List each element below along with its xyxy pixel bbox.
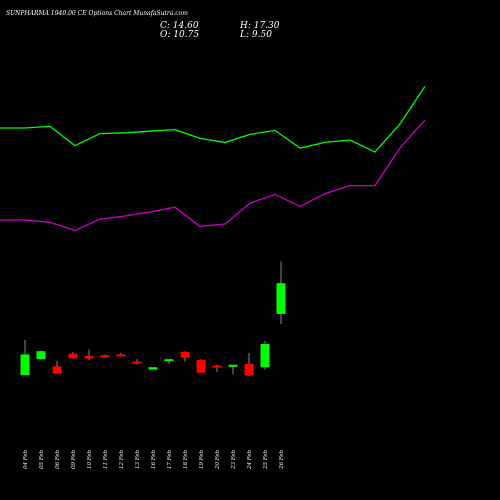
candle-body — [260, 344, 270, 368]
lower-band-line — [0, 119, 426, 232]
candles — [20, 261, 286, 376]
x-tick-label: 06 Feb — [55, 450, 61, 470]
x-tick-label: 24 Feb — [247, 450, 253, 471]
candle-body — [132, 361, 142, 364]
candle-body — [196, 360, 206, 373]
open-label: O: — [160, 30, 171, 40]
candle — [244, 352, 254, 376]
x-axis-labels: 04 Feb 05 Feb 06 Feb 09 Feb 10 Feb 11 Feb 12 F… — [23, 450, 285, 471]
candle — [212, 364, 222, 372]
candle-body — [68, 353, 78, 359]
candle-body — [20, 354, 30, 376]
x-tick-label: 10 Feb — [87, 450, 93, 470]
x-tick-label: 16 Feb — [151, 450, 157, 470]
close-value: 14.60 — [172, 21, 199, 31]
candle-body — [228, 364, 238, 367]
x-tick-label: 09 Feb — [71, 450, 77, 470]
candle — [68, 352, 78, 359]
candle — [164, 359, 174, 364]
open-value: 10.75 — [173, 30, 200, 40]
x-tick-label: 19 Feb — [199, 450, 205, 470]
chart-title: SUNPHARMA 1940.00 CE Options Chart Munaf… — [6, 10, 188, 17]
candle — [20, 340, 30, 376]
x-tick-label: 20 Feb — [215, 450, 221, 471]
candle — [116, 352, 126, 357]
candle — [36, 350, 46, 360]
x-tick-label: 17 Feb — [167, 450, 173, 470]
candle-body — [276, 283, 286, 314]
upper-band-line — [0, 86, 426, 153]
candle — [228, 364, 238, 375]
x-tick-label: 05 Feb — [39, 450, 45, 470]
low-readout: L: 9.50 — [240, 30, 272, 40]
candle-body — [84, 356, 94, 359]
candle — [260, 340, 270, 370]
candle — [52, 360, 62, 374]
band-lines — [0, 86, 426, 232]
candle-body — [116, 354, 126, 357]
candle-body — [244, 364, 254, 376]
candle — [100, 354, 110, 358]
candle-body — [52, 366, 62, 374]
low-value: 9.50 — [251, 30, 272, 40]
x-tick-label: 04 Feb — [23, 450, 29, 470]
candle — [132, 359, 142, 365]
x-tick-label: 11 Feb — [103, 450, 109, 470]
candle-body — [212, 365, 222, 368]
candle-body — [100, 355, 110, 358]
candle-body — [164, 359, 174, 362]
open-readout: O: 10.75 — [160, 30, 199, 40]
candle — [84, 349, 94, 360]
candle — [180, 351, 190, 362]
close-label: C: — [160, 21, 170, 31]
close-readout: C: 14.60 — [160, 21, 199, 31]
candle — [196, 359, 206, 373]
candle-body — [180, 352, 190, 358]
candle-body — [36, 351, 46, 360]
x-tick-label: 12 Feb — [119, 450, 125, 470]
x-tick-label: 18 Feb — [183, 450, 189, 470]
candle-body — [148, 367, 158, 370]
x-tick-label: 25 Feb — [263, 450, 269, 471]
x-tick-label: 13 Feb — [135, 450, 141, 470]
high-label: H: — [240, 21, 251, 31]
low-label: L: — [240, 30, 250, 40]
x-tick-label: 26 Feb — [279, 450, 285, 471]
candle — [276, 261, 286, 324]
high-value: 17.30 — [253, 21, 280, 31]
x-tick-label: 23 Feb — [231, 450, 237, 471]
candle — [148, 367, 158, 370]
high-readout: H: 17.30 — [240, 21, 280, 31]
